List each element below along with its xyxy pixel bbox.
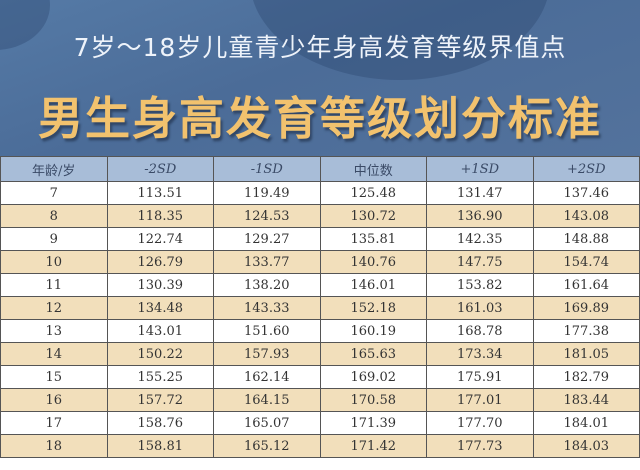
table-row: 17 158.76 165.07 171.39 177.70 184.01 — [0, 411, 640, 435]
value-cell: 158.81 — [106, 434, 214, 458]
value-cell: 153.82 — [426, 273, 534, 297]
page-title: 男生身高发育等级划分标准 — [37, 92, 602, 145]
value-cell: 181.05 — [532, 342, 640, 366]
value-cell: 152.18 — [319, 296, 427, 320]
age-cell: 16 — [0, 388, 108, 412]
value-cell: 154.74 — [532, 250, 640, 274]
table-row: 16 157.72 164.15 170.58 177.01 183.44 — [0, 388, 640, 412]
value-cell: 177.73 — [426, 434, 534, 458]
value-cell: 138.20 — [213, 273, 321, 297]
table-row: 12 134.48 143.33 152.18 161.03 169.89 — [0, 296, 640, 320]
table-row: 10 126.79 133.77 140.76 147.75 154.74 — [0, 250, 640, 274]
table-row: 14 150.22 157.93 165.63 173.34 181.05 — [0, 342, 640, 366]
age-cell: 15 — [0, 365, 108, 389]
value-cell: 182.79 — [532, 365, 640, 389]
age-cell: 10 — [0, 250, 108, 274]
value-cell: 171.42 — [319, 434, 427, 458]
value-cell: 143.33 — [213, 296, 321, 320]
value-cell: 157.93 — [213, 342, 321, 366]
value-cell: 151.60 — [213, 319, 321, 343]
column-header-plus-1sd: +1SD — [426, 156, 534, 182]
value-cell: 169.89 — [532, 296, 640, 320]
value-cell: 135.81 — [319, 227, 427, 251]
value-cell: 150.22 — [106, 342, 214, 366]
height-standard-table: 年龄/岁 -2SD -1SD 中位数 +1SD +2SD 7 113.51 119.… — [0, 156, 640, 458]
value-cell: 161.64 — [532, 273, 640, 297]
value-cell: 170.58 — [319, 388, 427, 412]
value-cell: 140.76 — [319, 250, 427, 274]
age-cell: 14 — [0, 342, 108, 366]
value-cell: 169.02 — [319, 365, 427, 389]
value-cell: 130.39 — [106, 273, 214, 297]
value-cell: 148.88 — [532, 227, 640, 251]
value-cell: 125.48 — [319, 181, 427, 205]
value-cell: 168.78 — [426, 319, 534, 343]
value-cell: 160.19 — [319, 319, 427, 343]
subtitle: 7岁～18岁儿童青少年身高发育等级界值点 — [73, 33, 567, 62]
value-cell: 184.03 — [532, 434, 640, 458]
value-cell: 146.01 — [319, 273, 427, 297]
value-cell: 142.35 — [426, 227, 534, 251]
value-cell: 164.15 — [213, 388, 321, 412]
value-cell: 175.91 — [426, 365, 534, 389]
age-cell: 18 — [0, 434, 108, 458]
age-cell: 12 — [0, 296, 108, 320]
table-row: 13 143.01 151.60 160.19 168.78 177.38 — [0, 319, 640, 343]
value-cell: 173.34 — [426, 342, 534, 366]
age-cell: 9 — [0, 227, 108, 251]
title-banner: 7岁～18岁儿童青少年身高发育等级界值点 男生身高发育等级划分标准 — [0, 0, 640, 156]
table-row: 11 130.39 138.20 146.01 153.82 161.64 — [0, 273, 640, 297]
value-cell: 165.12 — [213, 434, 321, 458]
value-cell: 183.44 — [532, 388, 640, 412]
table-row: 8 118.35 124.53 130.72 136.90 143.08 — [0, 204, 640, 228]
value-cell: 158.76 — [106, 411, 214, 435]
table-row: 15 155.25 162.14 169.02 175.91 182.79 — [0, 365, 640, 389]
value-cell: 136.90 — [426, 204, 534, 228]
value-cell: 122.74 — [106, 227, 214, 251]
table-row: 9 122.74 129.27 135.81 142.35 148.88 — [0, 227, 640, 251]
value-cell: 113.51 — [106, 181, 214, 205]
age-cell: 11 — [0, 273, 108, 297]
value-cell: 129.27 — [213, 227, 321, 251]
column-header-age: 年龄/岁 — [0, 156, 108, 182]
column-header-median: 中位数 — [319, 156, 427, 182]
value-cell: 130.72 — [319, 204, 427, 228]
column-header-plus-2sd: +2SD — [532, 156, 640, 182]
value-cell: 165.63 — [319, 342, 427, 366]
column-header-minus-1sd: -1SD — [213, 156, 321, 182]
value-cell: 147.75 — [426, 250, 534, 274]
value-cell: 143.08 — [532, 204, 640, 228]
value-cell: 161.03 — [426, 296, 534, 320]
value-cell: 137.46 — [532, 181, 640, 205]
value-cell: 143.01 — [106, 319, 214, 343]
value-cell: 134.48 — [106, 296, 214, 320]
table-row: 7 113.51 119.49 125.48 131.47 137.46 — [0, 181, 640, 205]
column-header-minus-2sd: -2SD — [106, 156, 214, 182]
value-cell: 119.49 — [213, 181, 321, 205]
age-cell: 7 — [0, 181, 108, 205]
value-cell: 177.01 — [426, 388, 534, 412]
value-cell: 162.14 — [213, 365, 321, 389]
value-cell: 165.07 — [213, 411, 321, 435]
table-row: 18 158.81 165.12 171.42 177.73 184.03 — [0, 434, 640, 458]
value-cell: 131.47 — [426, 181, 534, 205]
table-header-row: 年龄/岁 -2SD -1SD 中位数 +1SD +2SD — [0, 156, 640, 182]
value-cell: 133.77 — [213, 250, 321, 274]
value-cell: 157.72 — [106, 388, 214, 412]
value-cell: 126.79 — [106, 250, 214, 274]
age-cell: 8 — [0, 204, 108, 228]
value-cell: 184.01 — [532, 411, 640, 435]
age-cell: 13 — [0, 319, 108, 343]
value-cell: 155.25 — [106, 365, 214, 389]
value-cell: 118.35 — [106, 204, 214, 228]
value-cell: 124.53 — [213, 204, 321, 228]
value-cell: 177.38 — [532, 319, 640, 343]
value-cell: 177.70 — [426, 411, 534, 435]
age-cell: 17 — [0, 411, 108, 435]
value-cell: 171.39 — [319, 411, 427, 435]
